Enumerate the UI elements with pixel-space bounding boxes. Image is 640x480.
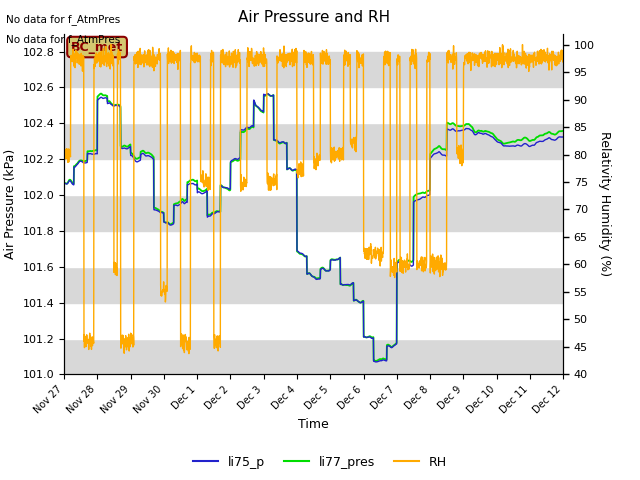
Bar bbox=[64, 338, 563, 374]
Bar bbox=[64, 231, 563, 267]
Bar bbox=[64, 159, 563, 195]
Title: Air Pressure and RH: Air Pressure and RH bbox=[237, 11, 390, 25]
Text: No data for f_AtmPres: No data for f_AtmPres bbox=[6, 14, 121, 25]
Bar bbox=[64, 267, 563, 303]
Y-axis label: Relativity Humidity (%): Relativity Humidity (%) bbox=[598, 132, 611, 276]
Legend: li75_p, li77_pres, RH: li75_p, li77_pres, RH bbox=[188, 451, 452, 474]
Bar bbox=[64, 123, 563, 159]
Bar bbox=[64, 195, 563, 231]
Bar bbox=[64, 303, 563, 338]
Bar bbox=[64, 87, 563, 123]
Text: BC_met: BC_met bbox=[71, 40, 123, 54]
X-axis label: Time: Time bbox=[298, 419, 329, 432]
Text: No data for f_AtmPres: No data for f_AtmPres bbox=[6, 34, 121, 45]
Bar bbox=[64, 51, 563, 87]
Y-axis label: Air Pressure (kPa): Air Pressure (kPa) bbox=[4, 149, 17, 259]
